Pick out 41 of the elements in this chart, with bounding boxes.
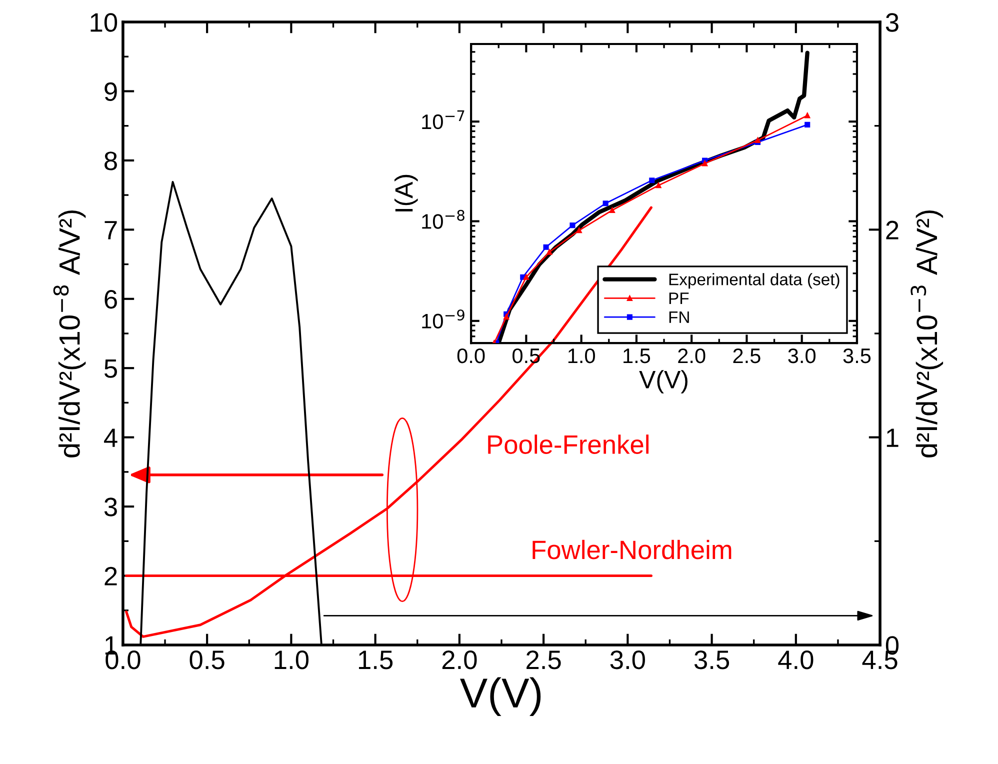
y2-axis-title: d²I/dV²(x10$^{−3}$ A/V²)	[910, 210, 944, 458]
x-tick-label: 2.5	[733, 348, 760, 364]
x-tick-label: 3.5	[843, 348, 871, 364]
x-tick-label: 3.0	[788, 348, 816, 364]
y-tick-label: 4	[104, 428, 118, 447]
y-tick-label: 8	[104, 152, 117, 170]
x-tick-label: 3.0	[610, 650, 645, 670]
series-label: Poole-Frenkel	[488, 434, 648, 454]
y-tick-label: 3	[104, 498, 117, 516]
x-tick-label: 1.5	[358, 650, 393, 670]
y-tick-label: 9	[104, 82, 117, 102]
x-tick-label: 1.0	[568, 348, 595, 364]
y-tick-label: 10$^{−8}$	[422, 210, 464, 229]
x-tick-label: 0.5	[512, 348, 540, 364]
y-axis-title: I(A)	[394, 174, 418, 212]
y-tick-label: 10$^{−9}$	[422, 310, 464, 329]
y-tick-label: 7	[104, 221, 117, 240]
y-tick-label: 2	[104, 566, 117, 586]
x-tick-label: 2.0	[678, 348, 706, 364]
x-tick-label: 0.5	[190, 650, 224, 670]
y-tick-label: 10$^{−7}$	[422, 110, 464, 130]
x-axis-title: V(V)	[639, 370, 688, 394]
legend-label: FN	[669, 311, 689, 323]
y2-tick-label: 1	[886, 428, 898, 447]
legend-label: PF	[669, 292, 689, 304]
x-axis-title: V(V)	[460, 677, 541, 716]
x-tick-label: 2.0	[442, 650, 477, 670]
x-tick-label: 2.5	[526, 650, 561, 670]
y-axis-title: d²I/dV²(x10$^{−8}$ A/V²)	[53, 210, 86, 458]
x-tick-label: 0.0	[457, 348, 485, 364]
x-tick-label: 1.0	[274, 650, 309, 670]
legend-label: Experimental data (set)	[669, 273, 840, 289]
y2-tick-label: 2	[886, 220, 898, 240]
y2-tick-label: 3	[886, 13, 898, 32]
x-tick-label: 1.5	[624, 348, 650, 364]
y-tick-label: 10	[90, 13, 118, 32]
series-label: Fowler-Nordheim	[532, 540, 732, 560]
y-tick-label: 6	[104, 290, 117, 309]
x-tick-label: 3.5	[694, 650, 730, 670]
x-tick-label: 4.0	[778, 650, 814, 670]
y-tick-label: 5	[104, 360, 117, 378]
